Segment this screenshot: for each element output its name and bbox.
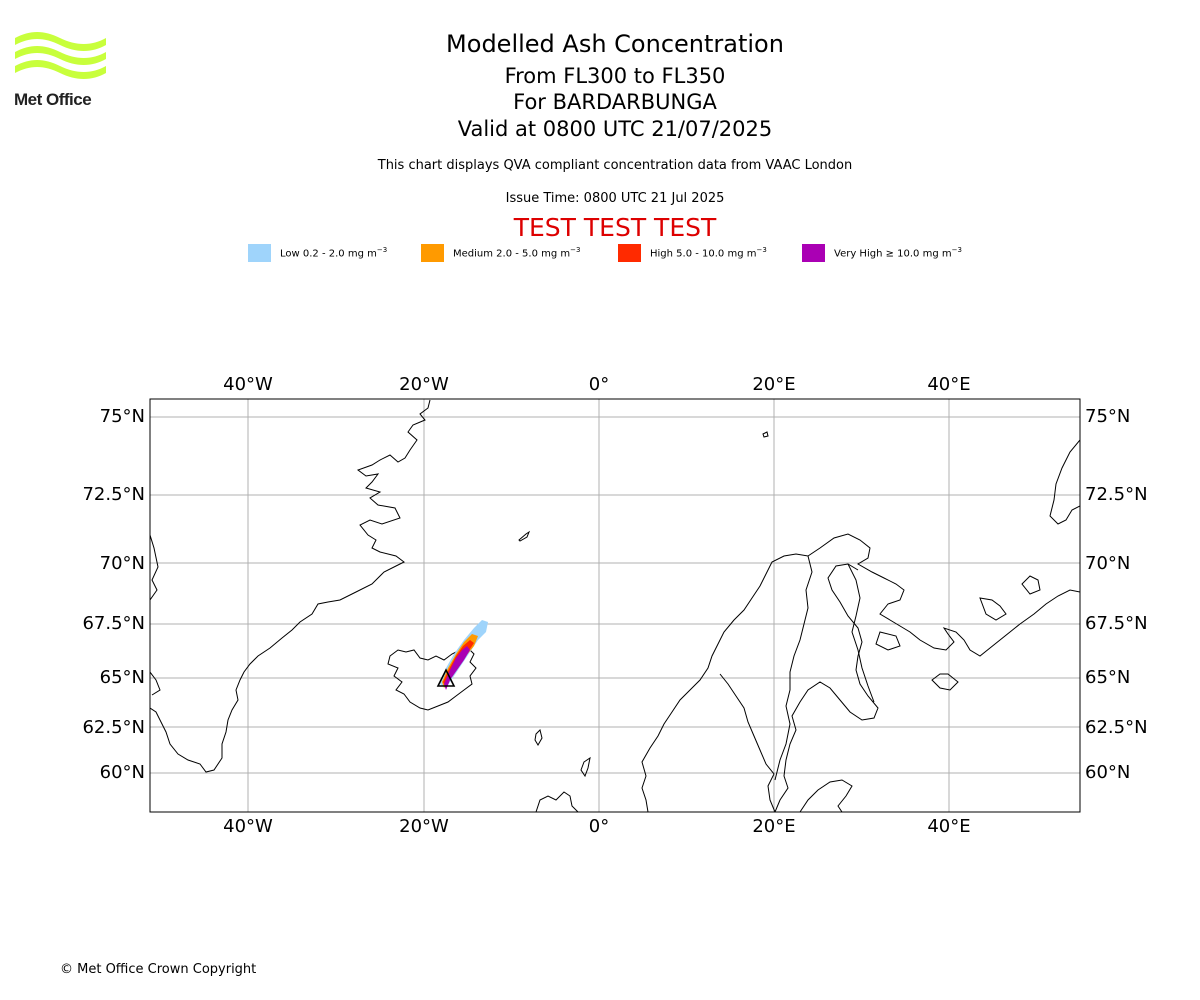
valid-time: Valid at 0800 UTC 21/07/2025: [457, 117, 773, 141]
chart-description: This chart displays QVA compliant concen…: [377, 158, 853, 173]
shetland-coastline: [580, 756, 591, 778]
lon-tick-top: 40°W: [223, 374, 273, 395]
legend-swatch-high: [618, 244, 641, 262]
lat-tick-left: 72.5°N: [82, 484, 145, 505]
lon-tick-bottom: 40°E: [927, 816, 970, 837]
lat-tick-right: 62.5°N: [1085, 717, 1148, 738]
triangle-icon: [436, 668, 456, 687]
national-borders: [774, 555, 875, 781]
lon-tick-bottom: 40°W: [223, 816, 273, 837]
lat-tick-left: 67.5°N: [82, 613, 145, 634]
issue-time: Issue Time: 0800 UTC 21 Jul 2025: [505, 191, 725, 206]
copyright-notice: © Met Office Crown Copyright: [60, 962, 257, 977]
legend-label-very-high: Very High ≥ 10.0 mg m−3: [834, 246, 962, 260]
concentration-legend: Low 0.2 - 2.0 mg m−3 Medium 2.0 - 5.0 mg…: [0, 244, 1200, 264]
lat-tick-right: 67.5°N: [1085, 613, 1148, 634]
chart-title: Modelled Ash Concentration: [446, 30, 784, 58]
met-office-logo-text: Met Office: [14, 90, 92, 109]
jan-mayen-coastline: [518, 530, 531, 542]
faroe-coastline: [534, 729, 543, 746]
lat-tick-left: 60°N: [100, 762, 145, 783]
iceland-coastline: [387, 647, 477, 711]
bear-island-coastline: [762, 431, 769, 438]
met-office-wave-icon: [15, 32, 106, 79]
legend-label-low: Low 0.2 - 2.0 mg m−3: [280, 246, 388, 260]
map-frame: [149, 398, 1081, 813]
lon-tick-bottom: 0°: [589, 816, 609, 837]
lat-tick-right: 75°N: [1085, 406, 1130, 427]
ash-plume: [440, 620, 488, 690]
lon-tick-top: 20°E: [752, 374, 795, 395]
lat-tick-left: 70°N: [100, 553, 145, 574]
lon-tick-bottom: 20°E: [752, 816, 795, 837]
lat-tick-left: 65°N: [100, 667, 145, 688]
legend-swatch-very-high: [802, 244, 825, 262]
lon-tick-top: 20°W: [399, 374, 449, 395]
coastlines: [150, 399, 1080, 812]
legend-label-high: High 5.0 - 10.0 mg m−3: [650, 246, 767, 260]
lon-tick-top: 0°: [589, 374, 609, 395]
flight-level-range: From FL300 to FL350: [504, 64, 726, 88]
lon-tick-bottom: 20°W: [399, 816, 449, 837]
legend-swatch-low: [248, 244, 271, 262]
lat-tick-right: 72.5°N: [1085, 484, 1148, 505]
legend-swatch-medium: [421, 244, 444, 262]
lat-tick-right: 65°N: [1085, 667, 1130, 688]
scotland-coastline: [535, 791, 579, 812]
legend-label-medium: Medium 2.0 - 5.0 mg m−3: [453, 246, 581, 260]
lat-tick-left: 75°N: [100, 406, 145, 427]
lat-tick-right: 60°N: [1085, 762, 1130, 783]
lon-tick-top: 40°E: [927, 374, 970, 395]
scandinavia-coastline: [641, 439, 1080, 812]
volcano-name: For BARDARBUNGA: [513, 90, 717, 114]
lat-tick-right: 70°N: [1085, 553, 1130, 574]
lat-tick-left: 62.5°N: [82, 717, 145, 738]
test-banner: TEST TEST TEST: [513, 213, 717, 242]
met-office-logo: Met Office: [14, 30, 108, 112]
greenland-coastline: [150, 399, 431, 773]
map-gridlines: [150, 399, 1080, 812]
